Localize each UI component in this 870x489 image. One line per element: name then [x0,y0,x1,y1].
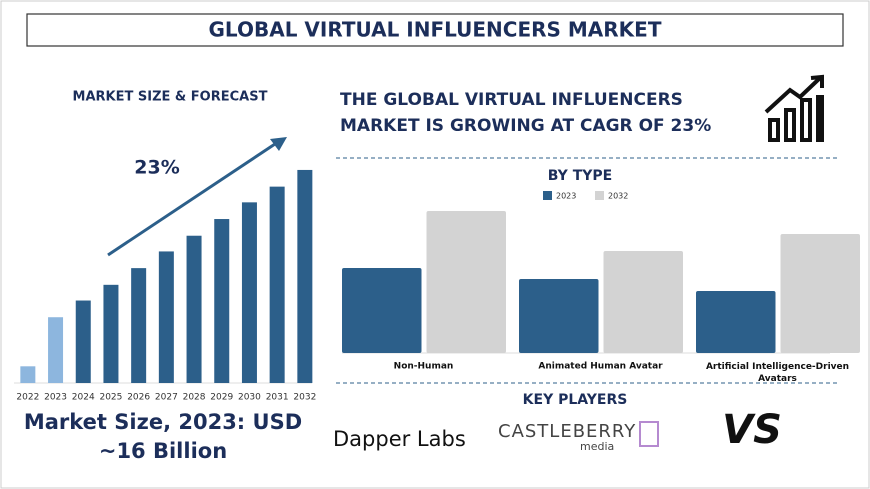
bar [241,202,257,383]
bar [780,234,860,353]
title-box [26,13,844,47]
player-logo: Dapper Labs [333,427,466,451]
bar [519,279,599,353]
x-tick-label: 2032 [293,393,316,403]
x-tick-label: 2022 [16,393,39,403]
bar [342,268,422,353]
key-players-title: KEY PLAYERS [523,392,628,408]
logo-icon [639,421,659,447]
legend-label: 2023 [556,192,576,201]
headline: THE GLOBAL VIRTUAL INFLUENCERS [340,90,683,110]
bar [297,169,313,383]
player-logo: CASTLEBERRY [498,421,636,442]
arrow-head [270,137,287,151]
bar [48,317,64,383]
bar [426,211,506,353]
bar [158,251,174,383]
bar [20,366,36,383]
x-tick-label: 2023 [44,393,67,403]
x-tick-label: Artificial Intelligence-Driven Avatars [706,362,849,384]
x-tick-label: Animated Human Avatar [538,362,663,372]
bar [214,219,230,383]
bar [696,291,776,353]
left-chart-title: MARKET SIZE & FORECAST [73,90,268,105]
market-size: ~16 Billion [99,439,227,463]
title: GLOBAL VIRTUAL INFLUENCERS MARKET [209,18,662,42]
x-tick-label: 2025 [99,393,122,403]
bar [603,251,683,353]
legend-label: 2032 [608,192,628,201]
right-chart-title: BY TYPE [548,168,612,184]
bar [131,268,147,383]
growth-arrow [107,140,279,257]
x-tick-label: 2027 [155,393,178,403]
bar [103,284,119,383]
x-tick-label: 2028 [183,393,206,403]
bar [269,186,285,383]
headline: MARKET IS GROWING AT CAGR OF 23% [340,116,711,136]
x-tick-label: 2031 [266,393,289,403]
x-tick-label: 2026 [127,393,150,403]
market-size: Market Size, 2023: USD [24,410,302,434]
cagr-annotation: 23% [134,157,179,179]
player-logo: VS [722,407,782,453]
legend-swatch [543,191,552,200]
bar [75,300,91,383]
x-tick-label: 2029 [210,393,233,403]
x-tick-label: 2030 [238,393,261,403]
bar [186,235,202,383]
legend-swatch [595,191,604,200]
growth-icon [764,74,824,142]
x-tick-label: 2024 [72,393,95,403]
player-logo: media [580,440,614,453]
x-tick-label: Non-Human [394,362,454,372]
